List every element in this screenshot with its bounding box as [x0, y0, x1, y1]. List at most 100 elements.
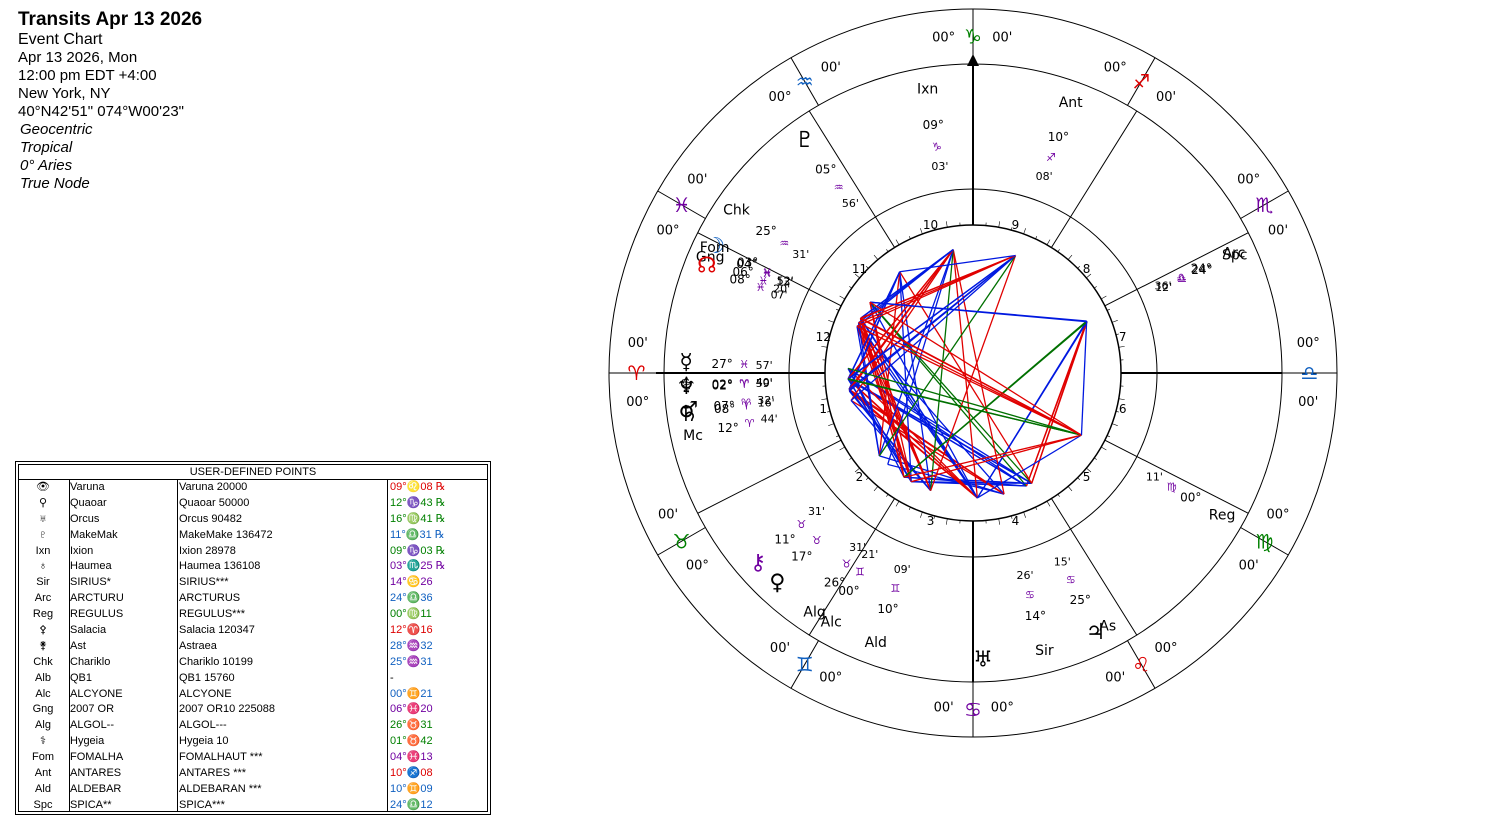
table-row: ♇ MakeMak MakeMake 136472 11°♎31 ℞ [19, 528, 487, 544]
point-name: Salacia 120347 [179, 624, 255, 637]
degree-tick [1118, 398, 1125, 401]
midheaven-arrow [967, 54, 979, 66]
planet-degree: 11° [774, 532, 795, 546]
table-row: ♁ Haumea Haumea 136108 03°♏25 ℞ [19, 559, 487, 575]
point-position: 10°♊09 [390, 782, 433, 795]
aspect-line [847, 378, 1082, 436]
planet-glyph: ⚷ [750, 551, 766, 576]
point-abbr: ALGOL-- [70, 719, 115, 732]
column-divider [69, 480, 70, 811]
table-row: ♅ Orcus Orcus 90482 16°♍41 ℞ [19, 512, 487, 528]
degree-tick [839, 295, 845, 300]
point-name: FOMALHAUT *** [179, 751, 263, 764]
point-position: 14°♋26 [390, 576, 433, 589]
sign-minute: 00' [1156, 90, 1176, 105]
planet-degree: 00° [838, 584, 859, 598]
planet-degree: 03° [737, 256, 758, 270]
planet-minute: 12' [1155, 281, 1172, 294]
planet-glyph: Alg [803, 604, 825, 620]
option-node: True Node [20, 175, 90, 192]
planet-degree: 08° [729, 272, 750, 286]
point-position: 28°♒32 [390, 639, 433, 652]
aspect-line [860, 317, 932, 491]
degree-tick [1111, 423, 1118, 426]
house-number-10: 10 [923, 218, 938, 232]
point-position: 03°♏25 ℞ [390, 560, 446, 573]
point-name: SIRIUS*** [179, 576, 229, 589]
point-position: 00°♍11 [390, 608, 432, 621]
degree-tick [839, 446, 845, 451]
chart-type: Event Chart [18, 31, 103, 48]
degree-tick [1101, 295, 1107, 300]
sign-degree: 00° [626, 395, 649, 410]
degree-tick [827, 411, 831, 413]
point-position: 11°♎31 ℞ [390, 528, 445, 541]
planet-degree: 24° [1191, 262, 1212, 276]
house-number-8: 8 [1083, 262, 1091, 276]
house-number-3: 3 [927, 514, 935, 528]
degree-tick [1094, 286, 1097, 289]
house-number-9: 9 [1012, 218, 1020, 232]
degree-tick [828, 423, 835, 426]
aspect-line [847, 249, 954, 380]
degree-tick [836, 308, 839, 311]
degree-tick [1094, 457, 1097, 460]
planet-minute: 52' [777, 275, 794, 288]
planet-degree: 07° [714, 399, 735, 413]
degree-tick [1115, 411, 1119, 413]
table-row: Ixn Ixion Ixion 28978 09°♑03 ℞ [19, 544, 487, 560]
table-row: Alc ALCYONE ALCYONE 00°♊21 [19, 687, 487, 703]
planet-sign: ♒ [834, 181, 844, 194]
point-name: Ixion 28978 [179, 544, 236, 557]
sign-degree: 00° [1266, 508, 1289, 523]
planet-sign: ♋ [1025, 588, 1035, 601]
table-row: ⚲ Quaoar Quaoar 50000 12°♑43 ℞ [19, 496, 487, 512]
sign-degree: 00° [686, 559, 709, 574]
planet-minute: 44' [761, 412, 778, 425]
point-symbol: ⚕ [40, 735, 46, 748]
sign-minute: 00' [992, 30, 1012, 45]
planet-minute: 57' [756, 359, 773, 372]
planet-glyph: ♄ [679, 402, 699, 427]
planet-degree: 27° [712, 357, 733, 371]
point-abbr: ALDEBAR [70, 782, 122, 795]
planet-sign: ♈ [745, 417, 755, 430]
point-name: Quaoar 50000 [179, 496, 250, 509]
point-abbr: FOMALHA [70, 751, 124, 764]
aspect-line [878, 271, 901, 456]
sign-minute: 00' [1239, 559, 1259, 574]
chart-title: Transits Apr 13 2026 [18, 9, 203, 30]
planet-degree: 02° [712, 377, 733, 391]
table-row: Chk Chariklo Chariklo 10199 25°♒31 [19, 655, 487, 671]
house-cusp-line [1104, 439, 1249, 514]
chart-header: Transits Apr 13 2026 Event Chart Apr 13 … [18, 9, 202, 193]
planet-degree: 00° [1180, 491, 1201, 505]
point-abbr: 2007 OR [70, 703, 115, 716]
planet-glyph: Fom [700, 240, 730, 256]
sign-degree: 00° [1154, 641, 1177, 656]
planet-minute: 56' [842, 197, 859, 210]
sign-minute: 00' [821, 61, 841, 76]
sign-degree: 00° [657, 223, 680, 238]
degree-tick [854, 467, 860, 473]
degree-tick [1077, 266, 1080, 269]
point-name: MakeMake 136472 [179, 528, 273, 541]
planet-minute: 15' [1054, 555, 1071, 568]
sign-glyph-4: ♋ [964, 698, 982, 722]
planet-glyph: Sir [1035, 643, 1054, 659]
degree-tick [886, 249, 889, 252]
degree-tick [854, 273, 860, 279]
point-symbol: Ald [35, 782, 51, 795]
planet-glyph: ♀ [769, 570, 785, 595]
degree-tick [827, 333, 831, 335]
planet-sign: ♐ [1046, 151, 1056, 164]
aspect-line [847, 368, 905, 478]
point-name: QB1 15760 [179, 671, 235, 684]
point-position: 09°♑03 ℞ [390, 544, 446, 557]
planet-minute: 07' [771, 289, 788, 302]
table-row: Sir SIRIUS* SIRIUS*** 14°♋26 [19, 575, 487, 591]
house-number-5: 5 [1083, 470, 1091, 484]
planet-glyph: ♇ [795, 128, 815, 153]
planet-glyph: Arc [1223, 246, 1246, 262]
aspect-line [856, 325, 1082, 436]
